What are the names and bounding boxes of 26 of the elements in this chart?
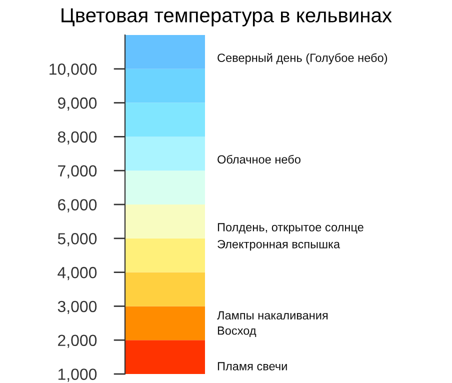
y-tick-label: 3,000 — [58, 300, 97, 314]
bar — [125, 68, 205, 103]
bar — [125, 136, 205, 171]
bar — [125, 170, 205, 204]
text: Северный день (Голубое небо) — [218, 53, 388, 64]
text: Лампы накаливания — [217, 311, 328, 320]
y-tick-label: 4,000 — [58, 266, 97, 280]
y-tick-label: 6,000 — [58, 199, 97, 212]
y-tick-label: 10,000 — [50, 64, 97, 77]
chart-title: Цветовая температура в кельвинах — [62, 8, 392, 26]
bar — [125, 102, 205, 137]
y-tick-label: 5,000 — [58, 233, 97, 246]
text: Пламя свечи — [218, 362, 287, 370]
bar — [125, 35, 205, 69]
bar — [125, 238, 205, 272]
text: Облачное небо — [218, 154, 300, 164]
text: Электронная вспышка — [218, 240, 340, 251]
y-tick-label: 8,000 — [58, 131, 97, 145]
y-tick-label: 9,000 — [58, 97, 97, 111]
text: Полдень, открытое солнце — [218, 223, 364, 234]
y-tick-label: 7,000 — [58, 165, 97, 178]
y-tick-label: 1,000 — [58, 368, 97, 382]
bar — [125, 204, 205, 238]
bar — [125, 272, 205, 306]
y-tick-label: 2,000 — [58, 334, 97, 348]
text: Восход — [218, 326, 256, 338]
